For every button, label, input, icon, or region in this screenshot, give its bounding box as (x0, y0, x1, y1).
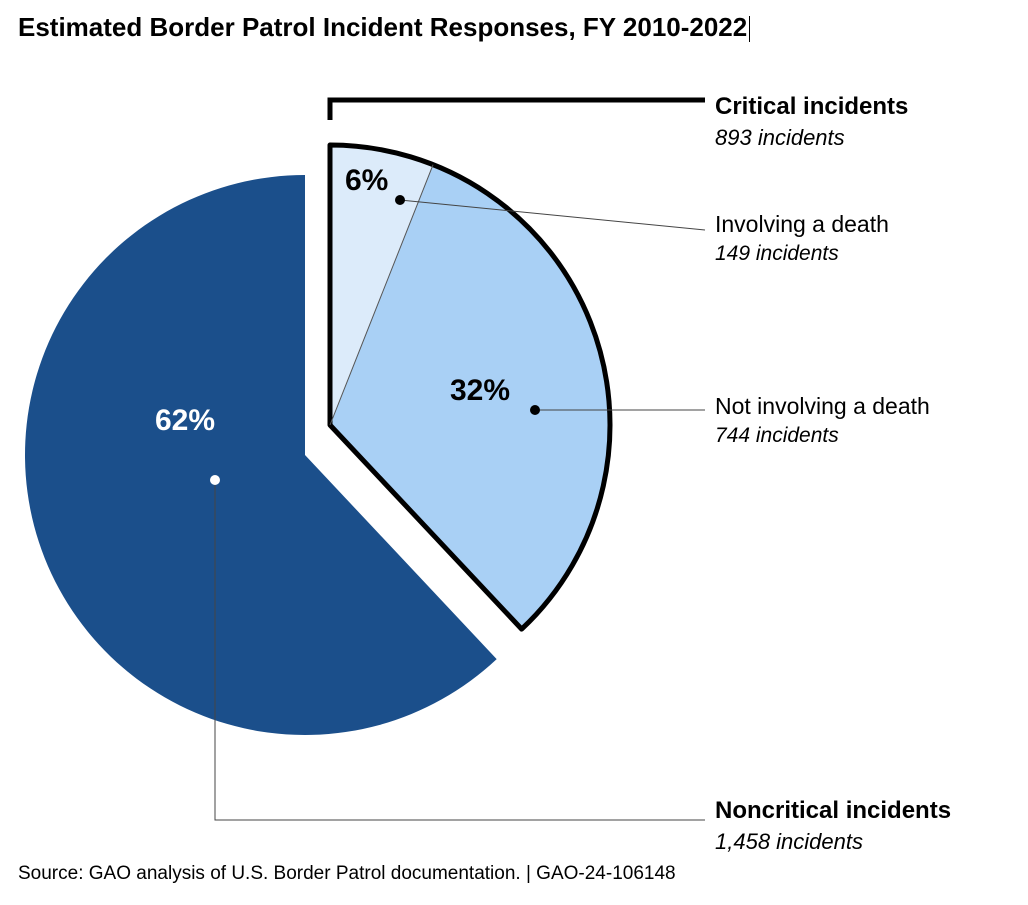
leader-dot-critical_death (395, 195, 405, 205)
label-noncritical-title: Noncritical incidents (715, 796, 951, 826)
label-noncritical: Noncritical incidents1,458 incidents (715, 796, 951, 856)
label-critical-group: Critical incidents893 incidents (715, 92, 908, 152)
label-critical_death: Involving a death149 incidents (715, 210, 889, 267)
source-line: Source: GAO analysis of U.S. Border Patr… (18, 863, 676, 885)
figure-container: Estimated Border Patrol Incident Respons… (0, 0, 1028, 905)
critical-bracket (330, 100, 705, 120)
label-critical_nodeath-title: Not involving a death (715, 392, 930, 421)
pct-noncritical: 62% (155, 404, 215, 437)
leader-dot-critical_nodeath (530, 405, 540, 415)
pct-critical_nodeath: 32% (450, 374, 510, 407)
label-critical_death-title: Involving a death (715, 210, 889, 239)
label-critical-group-sub: 893 incidents (715, 124, 908, 152)
label-critical_nodeath: Not involving a death744 incidents (715, 392, 930, 449)
leader-dot-noncritical (210, 475, 220, 485)
label-critical_death-sub: 149 incidents (715, 241, 889, 267)
label-noncritical-sub: 1,458 incidents (715, 828, 951, 856)
pct-critical_death: 6% (345, 164, 388, 197)
label-critical-group-title: Critical incidents (715, 92, 908, 122)
label-critical_nodeath-sub: 744 incidents (715, 423, 930, 449)
